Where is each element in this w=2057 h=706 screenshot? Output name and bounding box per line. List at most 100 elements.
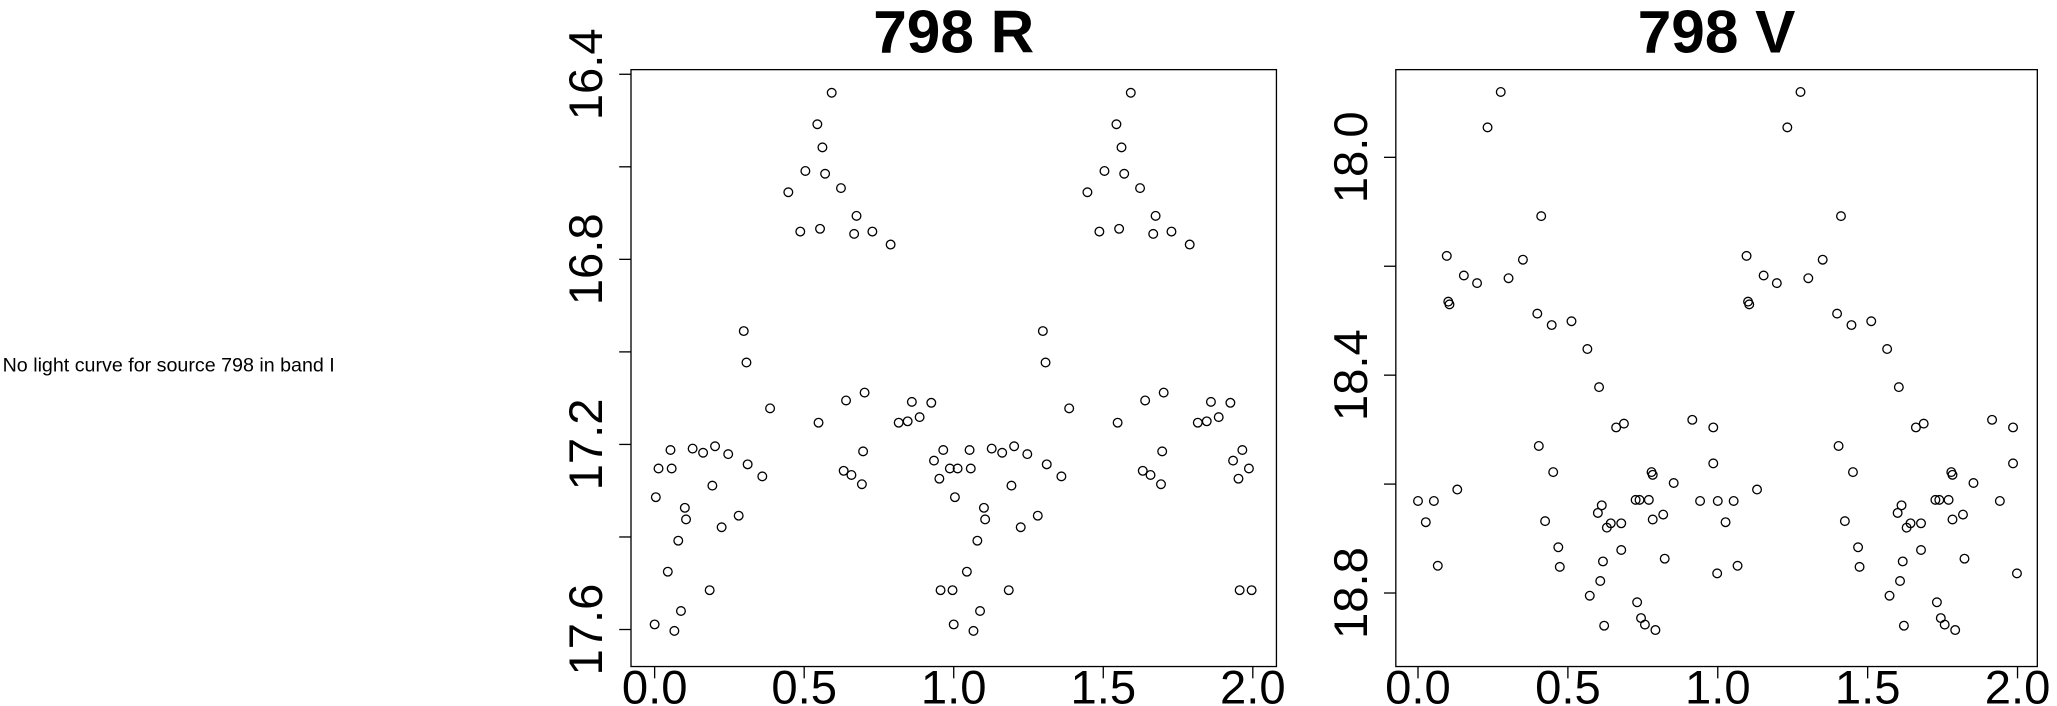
x-tick-label: 1.5 bbox=[1835, 661, 1901, 706]
point bbox=[1472, 278, 1483, 289]
point bbox=[820, 168, 831, 179]
y-tick-label: 17.6 bbox=[560, 584, 613, 676]
point bbox=[952, 463, 963, 474]
point bbox=[665, 445, 676, 455]
point bbox=[935, 585, 946, 596]
point bbox=[1643, 494, 1654, 505]
point bbox=[1205, 396, 1216, 407]
message: No light curve for source 798 in band I bbox=[3, 354, 335, 376]
point bbox=[841, 395, 852, 406]
point bbox=[741, 357, 752, 368]
point bbox=[1432, 560, 1443, 571]
point bbox=[1712, 495, 1723, 506]
point bbox=[1728, 495, 1739, 506]
point bbox=[1596, 500, 1607, 511]
point bbox=[975, 606, 986, 616]
point bbox=[2008, 422, 2019, 433]
point bbox=[1854, 561, 1865, 572]
point bbox=[1111, 119, 1122, 130]
point bbox=[906, 396, 917, 407]
point bbox=[783, 187, 794, 198]
point bbox=[1546, 320, 1557, 331]
point bbox=[1708, 422, 1719, 433]
point bbox=[812, 119, 823, 130]
point bbox=[846, 469, 857, 480]
point bbox=[707, 480, 718, 491]
point bbox=[1158, 387, 1169, 398]
point bbox=[1099, 165, 1110, 176]
point bbox=[1744, 299, 1755, 310]
point bbox=[1441, 250, 1452, 261]
point bbox=[1839, 516, 1850, 527]
point bbox=[858, 446, 869, 457]
point bbox=[1114, 223, 1125, 234]
point bbox=[1853, 542, 1864, 553]
point bbox=[1006, 480, 1017, 491]
point bbox=[1618, 418, 1629, 429]
point bbox=[800, 165, 811, 176]
point bbox=[1741, 250, 1752, 261]
point bbox=[1930, 494, 1941, 505]
point bbox=[1943, 494, 1954, 505]
point bbox=[949, 492, 960, 503]
point bbox=[1847, 467, 1858, 478]
point bbox=[1896, 500, 1907, 511]
point bbox=[1503, 273, 1514, 284]
point bbox=[1566, 316, 1577, 327]
point bbox=[1632, 597, 1643, 608]
point bbox=[817, 142, 828, 153]
plot-frame bbox=[630, 68, 1278, 668]
y-tick-label: 18.4 bbox=[1325, 329, 1378, 421]
x-tick-label: 0.0 bbox=[622, 661, 688, 706]
point bbox=[885, 239, 896, 250]
point bbox=[1846, 320, 1857, 331]
point bbox=[1125, 87, 1136, 98]
point bbox=[964, 445, 975, 455]
point bbox=[1658, 509, 1669, 520]
point bbox=[649, 619, 660, 630]
x-tick-label: 0.0 bbox=[1385, 661, 1451, 706]
point bbox=[1150, 210, 1161, 221]
point bbox=[1771, 278, 1782, 289]
point bbox=[1752, 484, 1763, 495]
point bbox=[704, 585, 715, 596]
point bbox=[1687, 414, 1698, 425]
point bbox=[1935, 613, 1946, 624]
point bbox=[947, 585, 958, 596]
y-tick-label: 18.8 bbox=[1325, 547, 1378, 639]
point bbox=[1037, 326, 1048, 337]
point bbox=[1732, 560, 1743, 571]
point bbox=[815, 223, 826, 234]
point bbox=[1112, 417, 1123, 428]
point bbox=[1056, 471, 1067, 482]
point bbox=[742, 459, 753, 470]
point bbox=[1599, 620, 1610, 631]
point bbox=[650, 492, 661, 503]
point bbox=[926, 397, 937, 408]
point bbox=[1636, 613, 1647, 624]
point bbox=[1584, 590, 1595, 601]
point bbox=[1116, 142, 1127, 153]
point bbox=[997, 447, 1008, 458]
chart-title: 798 V bbox=[1638, 0, 1796, 66]
point bbox=[1931, 597, 1942, 608]
point bbox=[972, 535, 983, 546]
point bbox=[838, 465, 849, 476]
point bbox=[986, 443, 997, 454]
point bbox=[1594, 382, 1605, 393]
point bbox=[698, 447, 709, 458]
point bbox=[681, 514, 692, 525]
point bbox=[673, 535, 684, 546]
point bbox=[1184, 239, 1195, 250]
x-tick-label: 1.5 bbox=[1070, 661, 1136, 706]
point bbox=[902, 416, 913, 427]
y-tick-label: 18.0 bbox=[1325, 111, 1378, 203]
point bbox=[978, 502, 989, 513]
point bbox=[723, 449, 734, 460]
x-tick-label: 0.5 bbox=[771, 661, 837, 706]
point bbox=[1895, 576, 1906, 587]
point bbox=[1452, 484, 1463, 495]
y-tick-label: 17.2 bbox=[560, 398, 613, 490]
point bbox=[669, 625, 680, 636]
